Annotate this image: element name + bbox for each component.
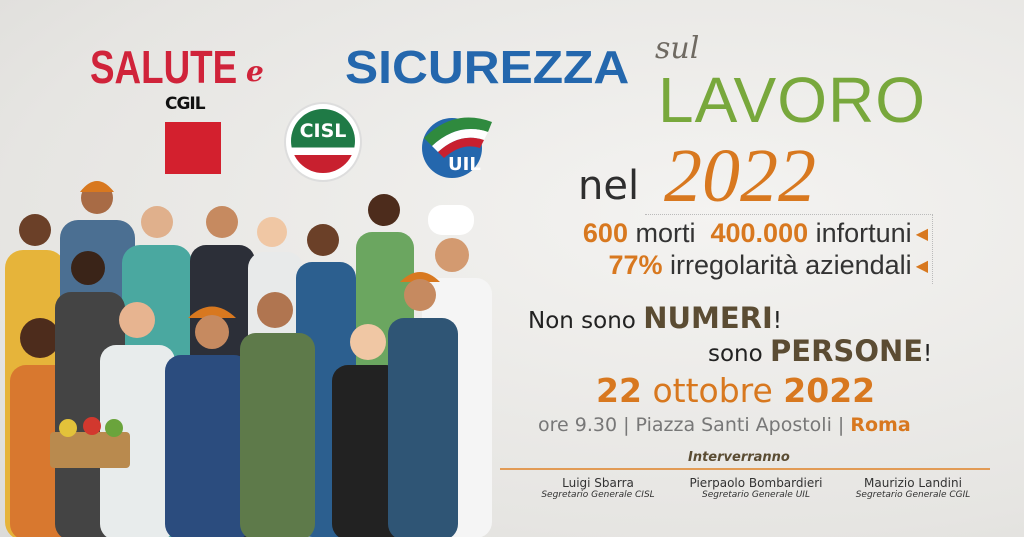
cgil-logo-square [165, 122, 221, 174]
cgil-logo-text: CGIL [165, 94, 206, 114]
irregular-label: irregolarità aziendali [670, 250, 912, 280]
speaker-name: Maurizio Landini [864, 476, 962, 490]
speaker: Pierpaolo Bombardieri Segretario General… [681, 476, 831, 502]
title-nel: nel [578, 163, 640, 209]
slogan-line-1: Non sono NUMERI! [528, 304, 782, 333]
title-salute: SALUTE [90, 41, 238, 93]
speakers-heading: Interverranno [688, 450, 790, 465]
title-lavoro: LAVORO [658, 64, 926, 136]
vegetable-basket [50, 417, 130, 468]
event-date: 22 ottobre 2022 [596, 374, 875, 407]
speaker-role: Segretario Generale UIL [702, 490, 810, 501]
workers-illustration [5, 181, 492, 537]
cisl-logo-emblem [291, 109, 355, 173]
doctor-figure [100, 302, 175, 537]
slogan-excl: ! [923, 341, 933, 367]
uil-logo-text: UIL [448, 154, 481, 175]
stats-line-1: 600 morti 400.000 infortuni ◀ [583, 220, 928, 247]
title-e: e [246, 55, 264, 88]
cgil-logo: CGIL [165, 96, 221, 178]
slogan-text: sono [708, 341, 763, 367]
slogan-excl: ! [772, 308, 783, 334]
event-year: 2022 [783, 371, 876, 410]
slogan-text: Non sono [528, 308, 636, 334]
cisl-logo-text: CISL [299, 120, 347, 142]
injuries-value: 400.000 [710, 218, 809, 248]
stats-frame [645, 214, 933, 284]
worker-figure [332, 324, 402, 537]
speaker: Maurizio Landini Segretario Generale CGI… [838, 476, 988, 502]
deaths-label: morti [635, 218, 696, 248]
event-month: ottobre [652, 371, 773, 410]
title-sicurezza: SICUREZZA [345, 41, 630, 93]
uil-logo: UIL [414, 108, 496, 180]
event-place: ore 9.30 | Piazza Santi Apostoli | Roma [538, 416, 911, 435]
slogan-bold: NUMERI [643, 301, 773, 335]
irregular-value: 77% [608, 250, 663, 280]
deaths-value: 600 [582, 218, 628, 248]
event-time-place: ore 9.30 | Piazza Santi Apostoli | [538, 414, 845, 436]
caret-icon: ◀ [915, 257, 928, 275]
speaker-role: Segretario Generale CISL [541, 490, 655, 501]
speaker-name: Pierpaolo Bombardieri [689, 476, 823, 490]
caret-icon: ◀ [915, 225, 928, 243]
speaker: Luigi Sbarra Segretario Generale CISL [523, 476, 673, 502]
worker-figure [240, 292, 315, 537]
injuries-label: infortuni [815, 218, 912, 248]
cisl-logo: CISL [286, 104, 360, 180]
worker-figure [165, 306, 250, 537]
title-year: 2022 [664, 134, 816, 218]
event-city: Roma [850, 414, 911, 436]
stats-line-2: 77% irregolarità aziendali ◀ [608, 252, 928, 279]
slogan-line-2: sono PERSONE! [708, 337, 932, 366]
title-sul: sul [655, 31, 700, 66]
event-day: 22 [596, 371, 642, 410]
speaker-role: Segretario Generale CGIL [855, 490, 971, 501]
slogan-bold: PERSONE [770, 334, 924, 368]
worker-figure [388, 272, 458, 537]
speaker-name: Luigi Sbarra [562, 476, 634, 490]
divider [500, 468, 990, 470]
